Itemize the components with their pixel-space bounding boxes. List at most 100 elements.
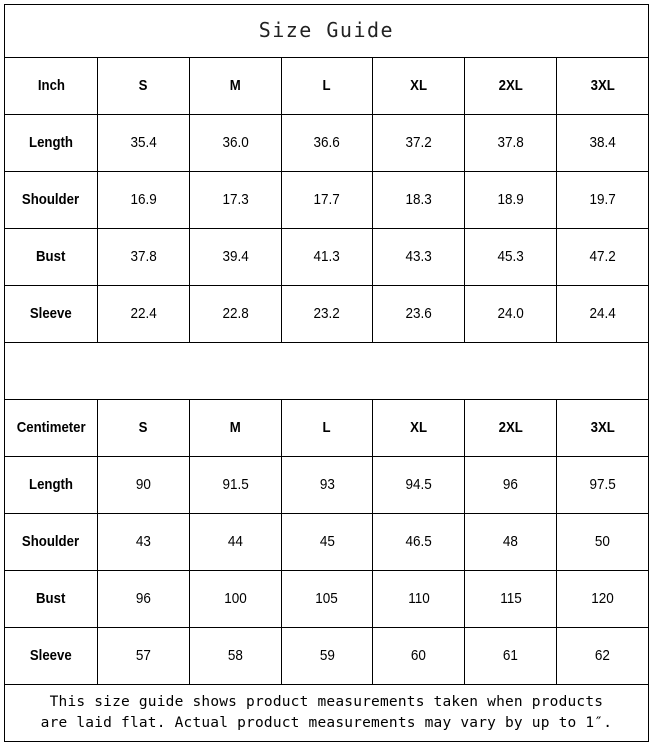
measurement-value: 44: [227, 533, 243, 550]
measurement-value: 37.8: [497, 134, 524, 151]
unit-label: Inch: [37, 77, 65, 94]
size-header-cell: L: [280, 57, 374, 115]
table-row: Shoulder 43 44 45 46.5 48 50: [4, 513, 649, 571]
measurement-value: 62: [594, 647, 610, 664]
measurement-value: 36.0: [222, 134, 249, 151]
measurement-value: 120: [591, 590, 614, 607]
measurement-value: 94.5: [405, 476, 432, 493]
measurement-value: 58: [227, 647, 243, 664]
measurement-value: 96: [135, 590, 151, 607]
header-row-centimeter: Centimeter S M L XL 2XL 3XL: [4, 399, 649, 457]
measurement-value-cell: 48: [464, 513, 557, 571]
table-row: Sleeve 22.4 22.8 23.2 23.6 24.0 24.4: [4, 285, 649, 343]
measurement-value: 19.7: [589, 191, 616, 208]
size-column-label: L: [322, 77, 332, 94]
measurement-value-cell: 59: [280, 627, 374, 685]
measurement-value-cell: 91.5: [188, 456, 282, 514]
measurement-value: 115: [499, 590, 522, 607]
measurement-value: 17.7: [313, 191, 341, 208]
size-column-label: 2XL: [498, 77, 523, 94]
measurement-value: 37.2: [405, 134, 432, 151]
header-row-inch: Inch S M L XL 2XL 3XL: [4, 57, 649, 115]
measurement-value-cell: 47.2: [555, 228, 649, 286]
measurement-value: 96: [503, 476, 519, 493]
measurement-value-cell: 19.7: [555, 171, 649, 229]
measurement-value-cell: 46.5: [372, 513, 466, 571]
size-header-cell: M: [188, 57, 282, 115]
measurement-value: 38.4: [589, 134, 616, 151]
measurement-value-cell: 45.3: [464, 228, 557, 286]
measurement-value: 48: [503, 533, 519, 550]
measurement-value: 22.4: [130, 305, 157, 322]
measurement-value: 45.3: [497, 248, 524, 265]
size-column-label: M: [229, 77, 241, 94]
measurement-label-cell: Shoulder: [4, 513, 98, 571]
measurement-value: 39.4: [222, 248, 249, 265]
measurement-value-cell: 23.6: [372, 285, 466, 343]
table-spacer-row: [4, 342, 649, 400]
size-column-label: 3XL: [590, 419, 615, 436]
measurement-value-cell: 36.0: [188, 114, 282, 172]
measurement-value: 23.2: [313, 305, 341, 322]
measurement-label: Sleeve: [30, 647, 72, 664]
unit-header-cell: Inch: [4, 57, 98, 115]
size-header-cell: 3XL: [555, 399, 649, 457]
table-row: Shoulder 16.9 17.3 17.7 18.3 18.9 19.7: [4, 171, 649, 229]
measurement-value: 18.3: [405, 191, 432, 208]
size-column-label: 2XL: [498, 419, 523, 436]
measurement-value-cell: 17.7: [280, 171, 374, 229]
measurement-value: 59: [319, 647, 335, 664]
measurement-value-cell: 37.8: [464, 114, 557, 172]
footer-note-cell: This size guide shows product measuremen…: [4, 684, 649, 742]
size-header-cell: 2XL: [464, 57, 557, 115]
measurement-value: 91.5: [222, 476, 249, 493]
measurement-value-cell: 37.8: [97, 228, 190, 286]
measurement-value: 16.9: [130, 191, 157, 208]
measurement-value-cell: 18.9: [464, 171, 557, 229]
measurement-value-cell: 45: [280, 513, 374, 571]
measurement-label: Sleeve: [30, 305, 72, 322]
measurement-label-cell: Sleeve: [4, 627, 98, 685]
measurement-value: 46.5: [405, 533, 432, 550]
measurement-value: 41.3: [313, 248, 341, 265]
measurement-value: 37.8: [130, 248, 157, 265]
measurement-value-cell: 37.2: [372, 114, 466, 172]
size-column-label: XL: [410, 419, 428, 436]
size-column-label: S: [138, 419, 148, 436]
measurement-value-cell: 120: [555, 570, 649, 628]
size-header-cell: S: [97, 399, 190, 457]
measurement-label: Length: [29, 134, 73, 151]
measurement-value-cell: 110: [372, 570, 466, 628]
measurement-value-cell: 93: [280, 456, 374, 514]
measurement-value: 17.3: [222, 191, 249, 208]
measurement-value-cell: 18.3: [372, 171, 466, 229]
measurement-value-cell: 24.0: [464, 285, 557, 343]
measurement-value: 22.8: [222, 305, 249, 322]
measurement-value: 24.4: [589, 305, 616, 322]
measurement-value: 35.4: [130, 134, 157, 151]
measurement-label-cell: Bust: [4, 228, 98, 286]
measurement-value-cell: 24.4: [555, 285, 649, 343]
measurement-value-cell: 39.4: [188, 228, 282, 286]
measurement-label-cell: Length: [4, 114, 98, 172]
size-column-label: XL: [410, 77, 428, 94]
measurement-value-cell: 41.3: [280, 228, 374, 286]
measurement-value: 97.5: [589, 476, 616, 493]
measurement-value-cell: 100: [188, 570, 282, 628]
measurement-value: 60: [411, 647, 427, 664]
measurement-value: 61: [503, 647, 519, 664]
measurement-label: Shoulder: [22, 191, 80, 208]
measurement-value: 36.6: [313, 134, 341, 151]
size-column-label: S: [138, 77, 148, 94]
footer-note: This size guide shows product measuremen…: [40, 694, 613, 731]
measurement-value-cell: 97.5: [555, 456, 649, 514]
table-row: Sleeve 57 58 59 60 61 62: [4, 627, 649, 685]
measurement-value-cell: 43.3: [372, 228, 466, 286]
title-row: Size Guide: [4, 4, 649, 58]
measurement-value-cell: 16.9: [97, 171, 190, 229]
measurement-value: 43: [135, 533, 151, 550]
size-header-cell: S: [97, 57, 190, 115]
page-title: Size Guide: [258, 18, 395, 42]
measurement-value-cell: 22.4: [97, 285, 190, 343]
measurement-label: Shoulder: [22, 533, 80, 550]
